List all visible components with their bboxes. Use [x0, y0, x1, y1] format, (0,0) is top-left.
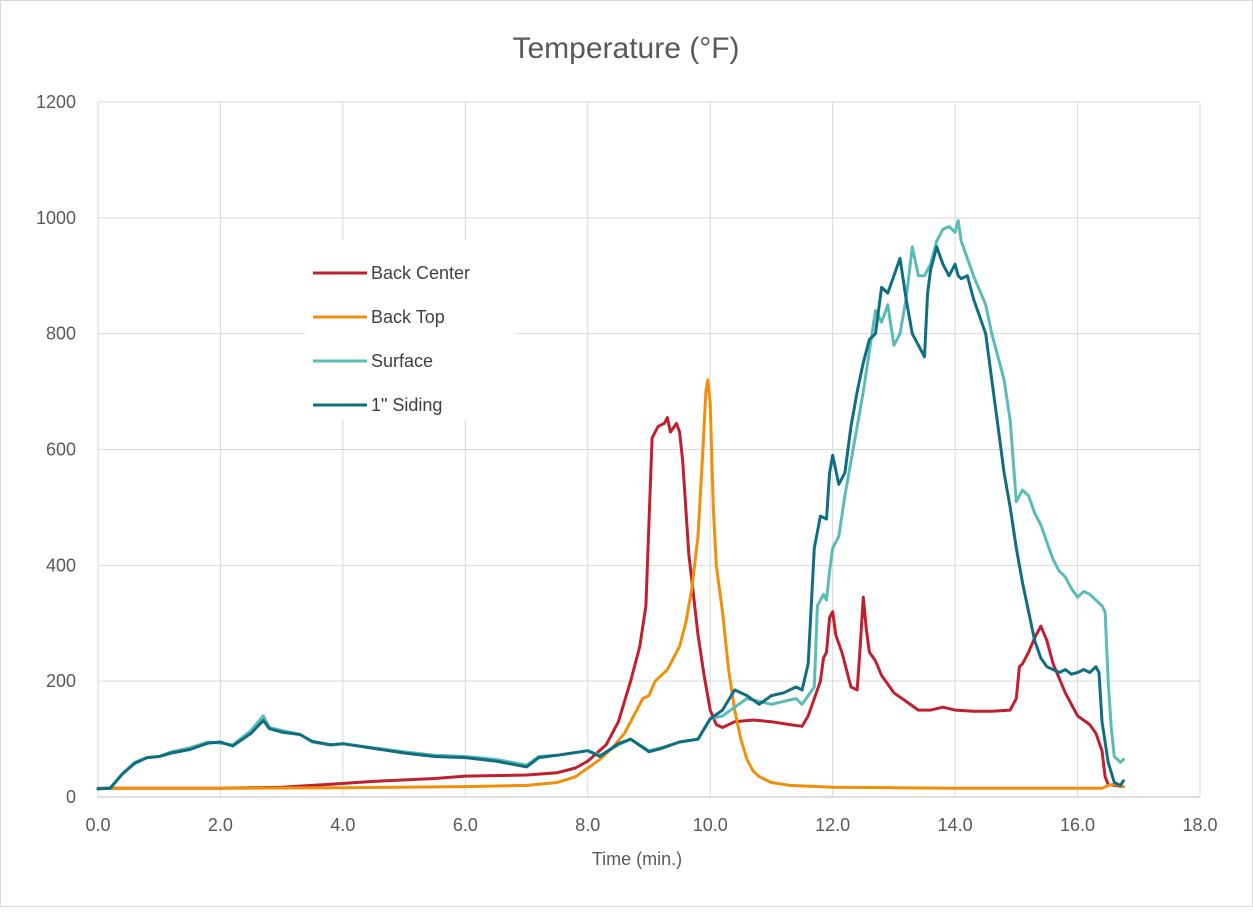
x-tick-label: 16.0 [1060, 815, 1095, 835]
legend-label: Surface [371, 351, 433, 371]
y-tick-label: 0 [66, 787, 76, 807]
x-tick-label: 2.0 [208, 815, 233, 835]
x-tick-label: 8.0 [575, 815, 600, 835]
y-tick-label: 400 [46, 555, 76, 575]
x-axis-title: Time (min.) [592, 849, 682, 869]
chart-title: Temperature (°F) [512, 32, 739, 65]
x-tick-label: 10.0 [693, 815, 728, 835]
legend-label: Back Center [371, 263, 470, 283]
series-line-3 [96, 245, 1125, 791]
x-tick-label: 4.0 [330, 815, 355, 835]
legend-label: 1" Siding [371, 395, 442, 415]
x-tick-label: 0.0 [85, 815, 110, 835]
y-tick-label: 800 [46, 324, 76, 344]
x-tick-label: 12.0 [815, 815, 850, 835]
series-line-1 [96, 378, 1125, 790]
series-layer [96, 219, 1125, 791]
y-tick-label: 1000 [36, 208, 76, 228]
tick-labels: 0 200 400 600 800 1000 1200 0.0 2.0 4.0 6.0 8.0 10.0… [36, 92, 1218, 835]
x-tick-label: 6.0 [453, 815, 478, 835]
y-tick-label: 600 [46, 440, 76, 460]
x-tick-label: 18.0 [1182, 815, 1217, 835]
y-tick-label: 1200 [36, 92, 76, 112]
x-tick-label: 14.0 [938, 815, 973, 835]
legend-label: Back Top [371, 307, 445, 327]
y-tick-label: 200 [46, 671, 76, 691]
legend: Back Center Back Top Surface 1" Siding [305, 240, 515, 420]
legend-background [305, 240, 515, 420]
